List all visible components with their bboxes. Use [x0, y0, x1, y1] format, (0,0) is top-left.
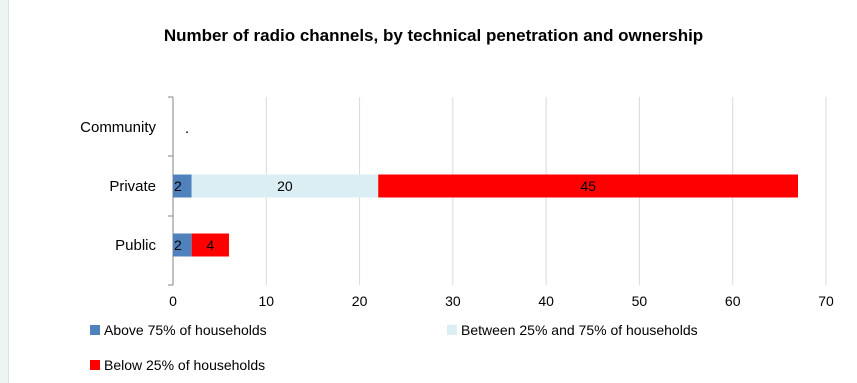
- legend-item-between-25-75: Between 25% and 75% of households: [447, 322, 698, 338]
- legend-swatch: [90, 325, 100, 335]
- x-tick-label: 70: [818, 293, 834, 309]
- legend-item-above-75: Above 75% of households: [90, 322, 267, 338]
- legend-label: Between 25% and 75% of households: [461, 322, 698, 338]
- data-label: 4: [206, 237, 214, 253]
- y-category-label: Community: [80, 119, 156, 136]
- bar-segment: [173, 174, 192, 198]
- bar-segment: [173, 233, 192, 257]
- legend-swatch: [90, 360, 100, 370]
- chart-title: Number of radio channels, by technical p…: [163, 26, 704, 45]
- legend-swatch: [447, 325, 457, 335]
- data-label: 2: [174, 237, 182, 253]
- bar-segment: [191, 174, 379, 198]
- legend-label: Below 25% of households: [104, 357, 266, 373]
- x-tick-label: 40: [538, 293, 554, 309]
- x-tick-label: 30: [445, 293, 461, 309]
- data-label: 45: [580, 178, 596, 194]
- data-label: 20: [277, 178, 293, 194]
- x-tick-label: 20: [352, 293, 368, 309]
- x-tick-label: 0: [169, 293, 177, 309]
- y-category-label: Private: [109, 178, 156, 195]
- legend-label: Above 75% of households: [104, 322, 267, 338]
- data-label: 2: [174, 178, 182, 194]
- bar-segment: [378, 174, 799, 198]
- x-tick-label: 10: [258, 293, 274, 309]
- bar-segment: [191, 233, 229, 257]
- community-marker: .: [185, 120, 189, 137]
- legend-item-below-25: Below 25% of households: [90, 357, 265, 373]
- y-category-label: Public: [115, 237, 156, 254]
- x-tick-label: 50: [632, 293, 648, 309]
- x-tick-label: 60: [725, 293, 741, 309]
